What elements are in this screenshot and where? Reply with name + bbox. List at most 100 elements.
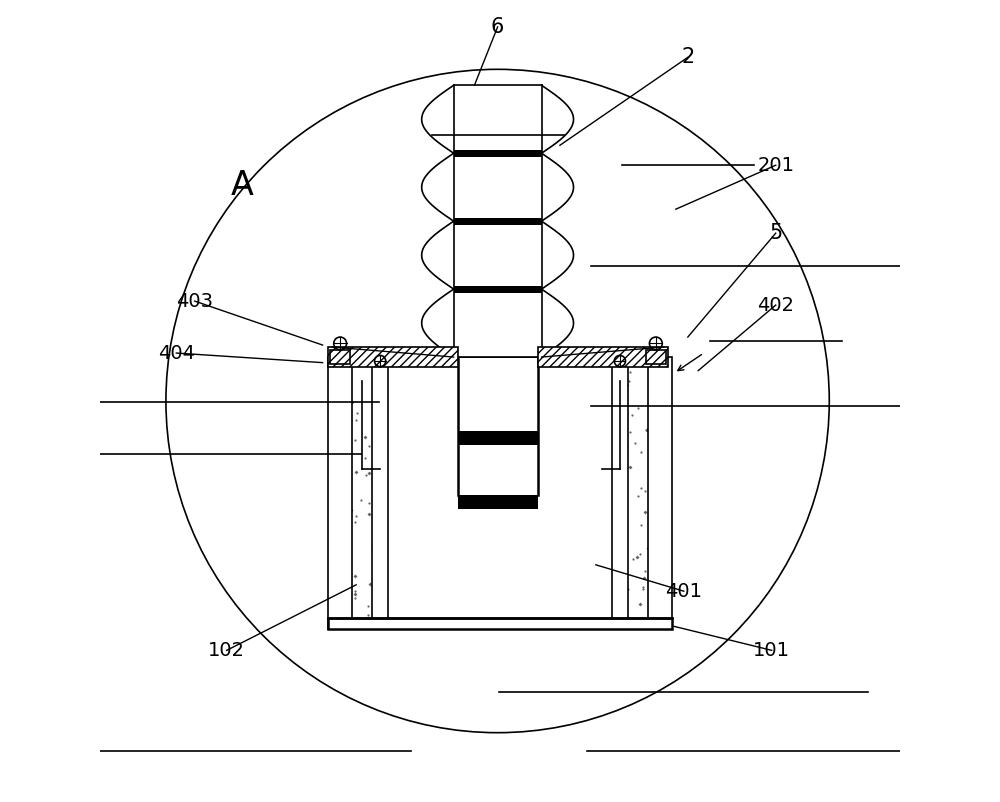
Point bbox=[607, 575, 623, 588]
Point bbox=[612, 535, 628, 548]
Text: 403: 403 bbox=[176, 292, 213, 310]
Point bbox=[657, 581, 673, 593]
Text: A: A bbox=[231, 168, 254, 202]
Point bbox=[608, 387, 624, 399]
Point bbox=[348, 466, 364, 479]
Point bbox=[376, 448, 392, 461]
Point bbox=[619, 441, 635, 454]
Bar bbox=[458, 495, 538, 509]
Point bbox=[343, 472, 359, 484]
Point bbox=[327, 454, 343, 467]
Point bbox=[633, 445, 649, 458]
Point bbox=[334, 525, 350, 538]
Point bbox=[330, 444, 346, 457]
Point bbox=[366, 413, 382, 426]
Point bbox=[365, 613, 381, 626]
Point bbox=[357, 431, 373, 444]
Point bbox=[622, 460, 638, 473]
Text: 6: 6 bbox=[491, 17, 504, 37]
Point bbox=[344, 395, 360, 408]
Point bbox=[373, 593, 389, 606]
Text: 5: 5 bbox=[769, 223, 782, 243]
Point bbox=[635, 581, 651, 593]
Point bbox=[328, 578, 344, 591]
Point bbox=[658, 377, 674, 390]
Point bbox=[639, 423, 655, 435]
Point bbox=[658, 590, 674, 603]
Bar bbox=[458, 431, 538, 445]
Point bbox=[636, 572, 652, 585]
Point bbox=[659, 386, 675, 399]
Point bbox=[368, 430, 384, 443]
Point bbox=[349, 406, 365, 419]
Point bbox=[347, 591, 363, 604]
Bar bbox=[328, 357, 352, 629]
Point bbox=[624, 409, 640, 422]
Bar bbox=[372, 357, 388, 629]
Point bbox=[629, 551, 645, 564]
Point bbox=[341, 445, 357, 458]
Point bbox=[650, 462, 666, 475]
Point bbox=[364, 473, 380, 486]
Point bbox=[608, 583, 624, 596]
Text: 201: 201 bbox=[757, 156, 794, 175]
Point bbox=[633, 519, 649, 532]
Point bbox=[620, 583, 636, 596]
Point bbox=[372, 606, 388, 619]
Point bbox=[331, 554, 347, 567]
Point bbox=[342, 472, 358, 484]
Point bbox=[625, 553, 641, 565]
Point bbox=[615, 512, 631, 525]
Point bbox=[639, 423, 655, 436]
Point bbox=[331, 536, 347, 549]
Point bbox=[361, 508, 377, 520]
Point bbox=[654, 575, 670, 588]
Point bbox=[621, 375, 637, 387]
Point bbox=[638, 423, 654, 436]
Point bbox=[337, 604, 353, 617]
Point bbox=[358, 469, 374, 482]
Point bbox=[633, 482, 649, 495]
Point bbox=[335, 572, 351, 585]
Point bbox=[657, 508, 673, 521]
Point bbox=[335, 444, 351, 456]
Point bbox=[339, 420, 355, 433]
Bar bbox=[328, 347, 458, 367]
Point bbox=[360, 609, 376, 622]
Point bbox=[651, 563, 667, 576]
Bar bbox=[646, 350, 666, 364]
Point bbox=[630, 489, 646, 502]
Text: 101: 101 bbox=[753, 641, 790, 660]
Point bbox=[649, 533, 665, 546]
Point bbox=[360, 599, 376, 612]
Point bbox=[365, 503, 381, 516]
Point bbox=[656, 461, 672, 474]
Point bbox=[340, 573, 356, 586]
Point bbox=[612, 556, 628, 569]
Point bbox=[607, 577, 623, 589]
Text: 401: 401 bbox=[665, 581, 702, 601]
Point bbox=[614, 391, 630, 403]
Point bbox=[361, 496, 377, 509]
Bar bbox=[454, 218, 542, 225]
Point bbox=[637, 485, 653, 498]
Point bbox=[660, 554, 676, 567]
Point bbox=[646, 577, 662, 590]
Text: 2: 2 bbox=[681, 47, 694, 67]
Point bbox=[643, 486, 659, 499]
Point bbox=[661, 445, 677, 458]
Point bbox=[641, 448, 657, 460]
Point bbox=[361, 466, 377, 479]
Point bbox=[347, 585, 363, 598]
Point bbox=[658, 406, 674, 419]
Point bbox=[326, 470, 342, 483]
Point bbox=[611, 417, 627, 430]
Point bbox=[353, 494, 369, 507]
Point bbox=[343, 415, 359, 427]
Point bbox=[347, 588, 363, 601]
Bar bbox=[328, 618, 672, 629]
Point bbox=[376, 563, 392, 576]
Point bbox=[368, 486, 384, 499]
Point bbox=[372, 378, 388, 391]
Point bbox=[330, 510, 346, 523]
